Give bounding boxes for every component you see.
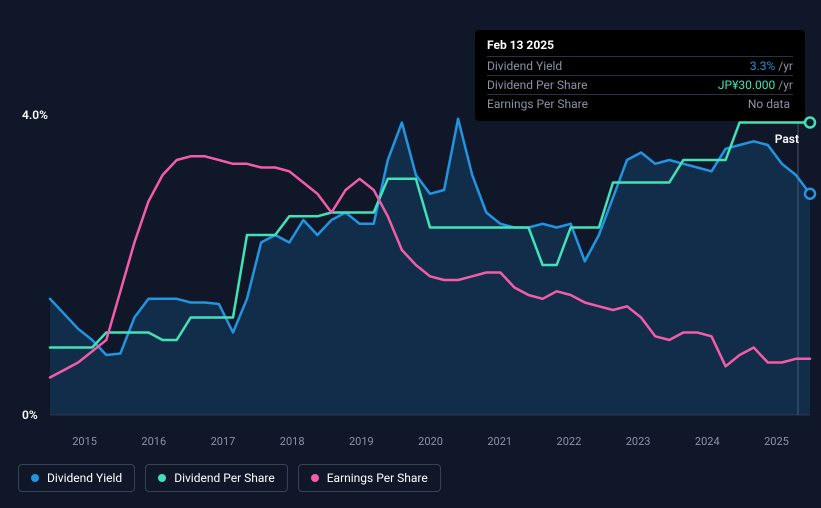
x-tick: 2017 xyxy=(188,435,257,448)
legend-dot xyxy=(31,474,39,482)
tooltip-row-suffix: /yr xyxy=(778,59,793,73)
x-tick: 2019 xyxy=(327,435,396,448)
legend-label: Earnings Per Share xyxy=(327,471,428,485)
past-label: Past xyxy=(775,132,799,146)
tooltip-row-label: Earnings Per Share xyxy=(487,97,588,111)
chart-container: 4.0% 0% Past Feb 13 2025 Dividend Yield … xyxy=(0,0,821,460)
legend: Dividend Yield Dividend Per Share Earnin… xyxy=(18,464,441,492)
legend-item-dividend-per-share[interactable]: Dividend Per Share xyxy=(145,464,288,492)
x-tick: 2016 xyxy=(119,435,188,448)
tooltip-row-value: 3.3% xyxy=(750,59,775,73)
x-tick: 2015 xyxy=(50,435,119,448)
x-tick: 2020 xyxy=(396,435,465,448)
tooltip-row-label: Dividend Yield xyxy=(487,59,562,73)
y-axis-max-label: 4.0% xyxy=(22,108,48,122)
x-tick: 2024 xyxy=(673,435,742,448)
tooltip-row: Dividend Per Share JP¥30.000/yr xyxy=(487,75,793,94)
legend-item-dividend-yield[interactable]: Dividend Yield xyxy=(18,464,135,492)
tooltip-row-value-wrap: No data xyxy=(748,97,793,111)
legend-dot xyxy=(311,474,319,482)
x-tick: 2021 xyxy=(465,435,534,448)
tooltip: Feb 13 2025 Dividend Yield 3.3%/yr Divid… xyxy=(475,30,805,121)
tooltip-row-value: No data xyxy=(748,97,790,111)
tooltip-row-value-wrap: 3.3%/yr xyxy=(750,59,793,73)
x-tick: 2023 xyxy=(604,435,673,448)
y-axis-min-label: 0% xyxy=(22,408,38,422)
x-tick: 2018 xyxy=(258,435,327,448)
tooltip-date: Feb 13 2025 xyxy=(487,38,793,52)
legend-label: Dividend Per Share xyxy=(174,471,275,485)
legend-dot xyxy=(158,474,166,482)
x-tick: 2022 xyxy=(534,435,603,448)
legend-item-earnings-per-share[interactable]: Earnings Per Share xyxy=(298,464,441,492)
tooltip-row-label: Dividend Per Share xyxy=(487,78,588,92)
x-axis: 2015 2016 2017 2018 2019 2020 2021 2022 … xyxy=(50,435,811,448)
tooltip-row-value-wrap: JP¥30.000/yr xyxy=(718,78,793,92)
tooltip-row-value: JP¥30.000 xyxy=(718,78,775,92)
tooltip-row-suffix: /yr xyxy=(778,78,793,92)
x-tick: 2025 xyxy=(742,435,811,448)
legend-label: Dividend Yield xyxy=(47,471,122,485)
tooltip-row: Earnings Per Share No data xyxy=(487,94,793,113)
tooltip-row: Dividend Yield 3.3%/yr xyxy=(487,56,793,75)
